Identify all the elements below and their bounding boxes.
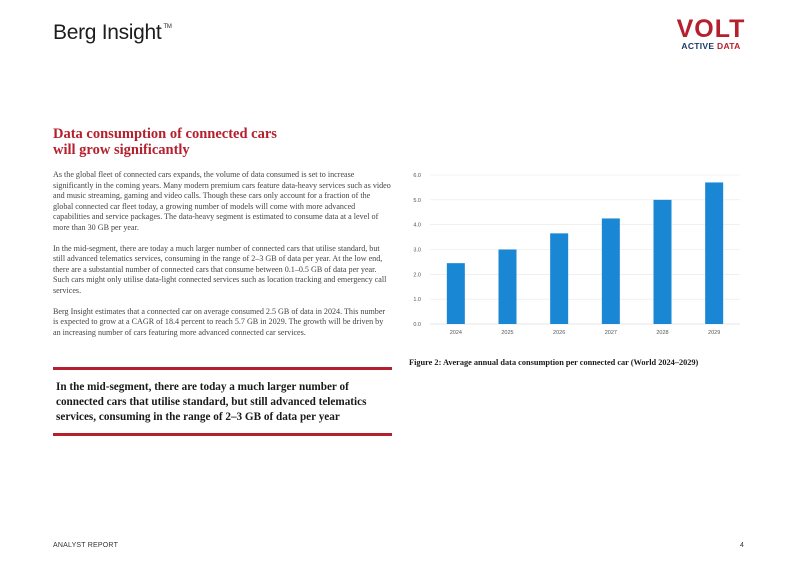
y-tick-label: 0.0 [413,322,421,328]
pull-quote-text: In the mid-segment, there are today a mu… [56,381,367,423]
volt-logo-subtitle: ACTIVE DATA [672,42,750,51]
y-tick-label: 2.0 [413,272,421,278]
x-tick-label: 2024 [450,330,462,336]
x-tick-label: 2029 [708,330,720,336]
volt-logo-active: ACTIVE [681,41,715,51]
x-tick-label: 2025 [501,330,513,336]
chart-svg: 0.0 1.0 2.0 3.0 4.0 5.0 6.0 2024 2025 2026 2027 202… [413,173,740,336]
section-title-line2: will grow significantly [53,142,190,158]
berg-logo-tm: TM [163,24,172,30]
berg-insight-logo: Berg Insight TM [53,21,172,45]
article-paragraph: In the mid-segment, there are today a mu… [53,243,387,295]
volt-logo-word: VOLT [676,15,746,43]
article-body: As the global fleet of connected cars ex… [53,170,391,349]
volt-active-data-logo: VOLT ACTIVE DATA [672,16,750,51]
data-consumption-bar-chart: 0.0 1.0 2.0 3.0 4.0 5.0 6.0 2024 2025 2026 2027 202… [395,165,755,345]
section-title: Data consumption of connected cars will … [53,126,373,158]
section-title-line1: Data consumption of connected cars [53,126,277,142]
footer-report-label: ANALYST REPORT [53,542,119,549]
chart-bar [446,263,465,324]
figure-caption: Figure 2: Average annual data consumptio… [409,358,699,367]
y-tick-label: 1.0 [413,297,421,303]
article-paragraph: Berg Insight estimates that a connected … [53,306,386,337]
y-tick-label: 4.0 [413,223,421,229]
x-tick-label: 2026 [553,330,565,336]
pull-quote-box: In the mid-segment, there are today a mu… [53,367,392,436]
chart-bar [653,199,672,324]
article-paragraph: As the global fleet of connected cars ex… [53,170,391,232]
x-tick-label: 2027 [605,330,617,336]
chart-bar [498,249,517,324]
y-tick-label: 6.0 [413,173,421,179]
berg-logo-text: Berg Insight [53,21,162,44]
footer-page-number: 4 [740,542,744,549]
y-tick-label: 5.0 [413,198,421,204]
chart-bar [705,182,724,324]
chart-bar [601,218,620,324]
x-tick-label: 2028 [656,330,668,336]
volt-logo-data: DATA [717,41,741,51]
y-tick-label: 3.0 [413,248,421,254]
chart-bar [550,233,569,324]
